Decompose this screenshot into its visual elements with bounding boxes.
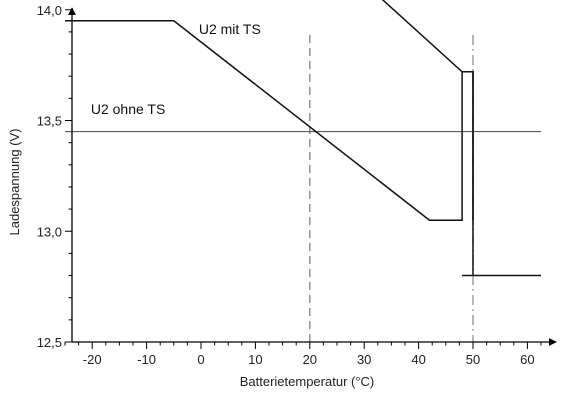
y-axis-ticks: 12,513,013,514,014,515,0	[37, 3, 72, 350]
x-axis-label: Batterietemperatur (°C)	[240, 374, 375, 389]
series-label: U2 mit TS	[199, 21, 261, 37]
x-tick-label: 10	[248, 352, 262, 367]
x-tick-label: 40	[411, 352, 425, 367]
series-label: U2 ohne TS	[91, 101, 165, 117]
reference-lines	[309, 35, 474, 342]
series-line-2	[381, 0, 541, 277]
x-tick-label: -20	[83, 352, 102, 367]
x-tick-label: -10	[137, 352, 156, 367]
x-tick-label: 30	[357, 352, 371, 367]
series-line-4	[65, 20, 474, 221]
y-tick-label: 13,0	[37, 224, 62, 239]
x-axis-ticks: -20 -10 0 10 20 30 40 50 60	[64, 342, 542, 367]
y-tick-label: 12,5	[37, 335, 62, 350]
y-axis-label: Ladespannung (V)	[7, 129, 22, 236]
x-tick-label: 60	[520, 352, 534, 367]
x-tick-label: 50	[466, 352, 480, 367]
x-tick-label: 0	[197, 352, 204, 367]
y-tick-label: 13,5	[37, 114, 62, 129]
y-tick-label: 14,0	[37, 3, 62, 18]
series-lines	[65, 0, 541, 277]
x-tick-label: 20	[303, 352, 317, 367]
